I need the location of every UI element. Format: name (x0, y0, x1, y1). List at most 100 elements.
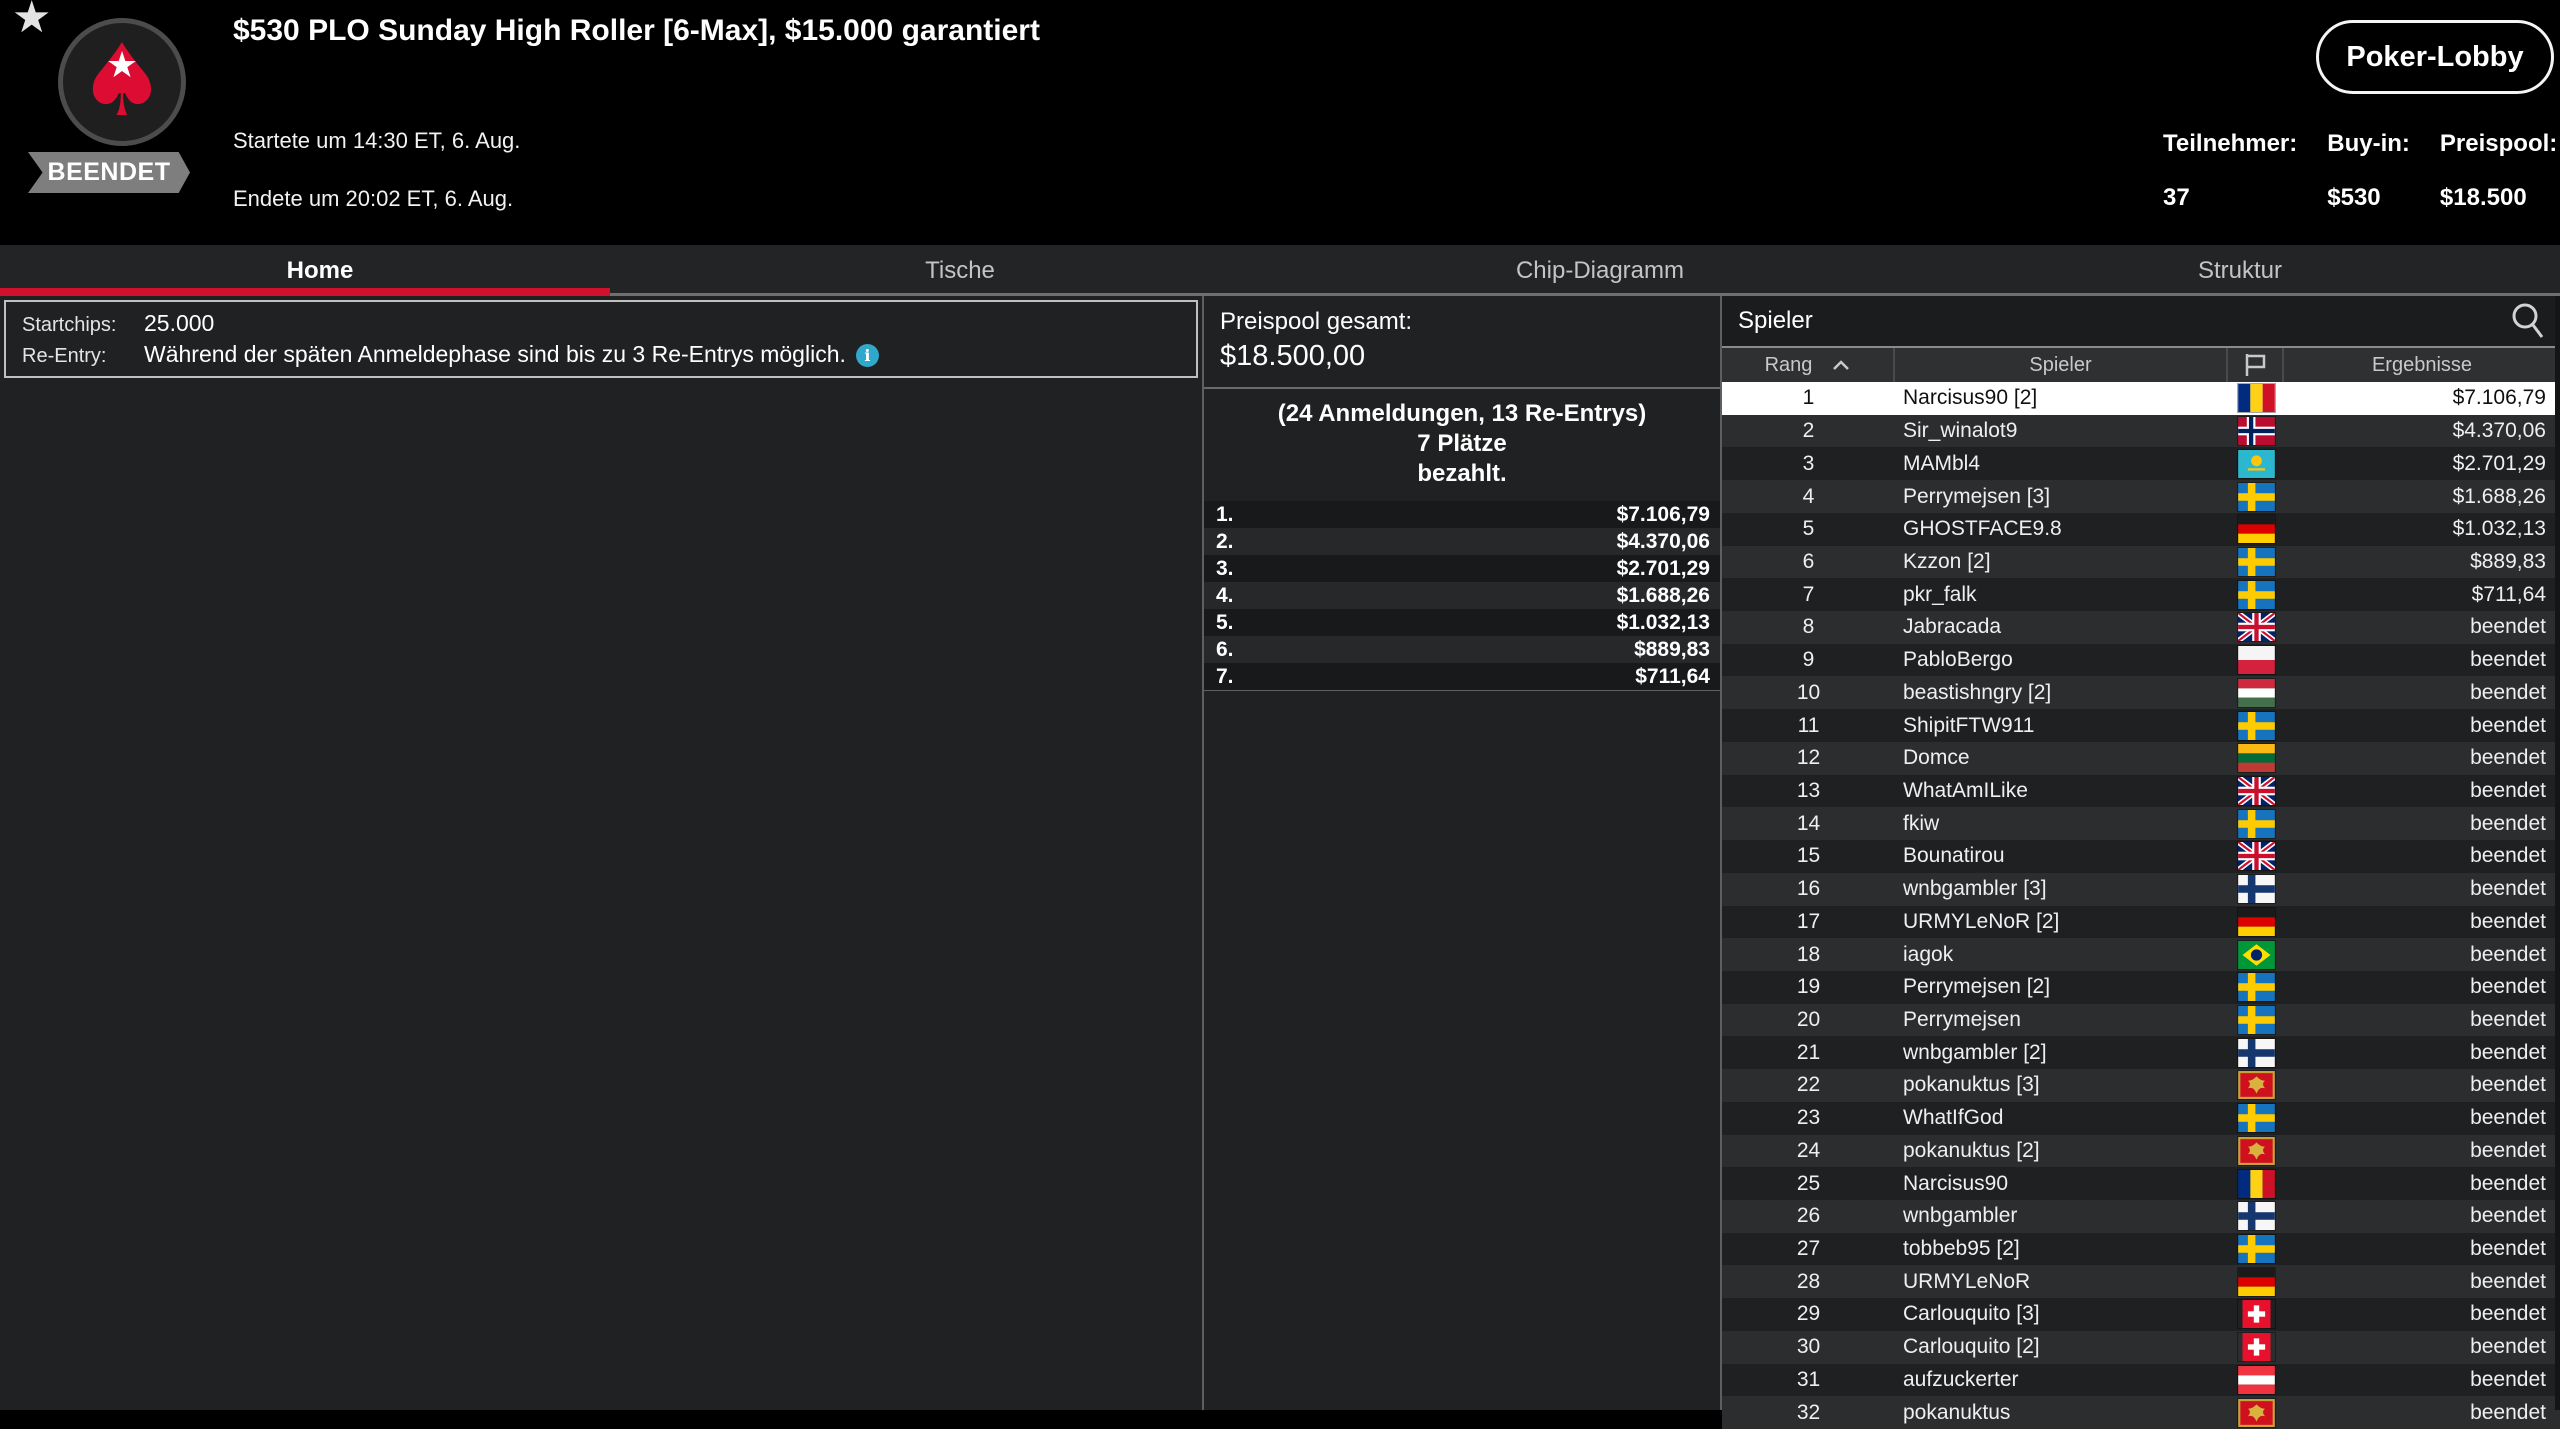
column-header-flag[interactable] (2228, 348, 2284, 382)
payout-amount: $1.032,13 (1616, 610, 1710, 634)
player-rank: 1 (1802, 386, 1815, 410)
player-rank: 23 (1796, 1106, 1821, 1130)
player-result: beendet (2470, 778, 2546, 802)
player-row[interactable]: 6 Kzzon [2] $889,83 (1722, 545, 2560, 579)
payout-place: 2. (1216, 529, 1234, 553)
player-row[interactable]: 32 pokanuktus beendet (1722, 1396, 2560, 1429)
flag-me-icon (2237, 1071, 2275, 1100)
info-icon[interactable]: i (855, 344, 879, 368)
payout-row: 2. $4.370,06 (1204, 528, 1720, 555)
player-row[interactable]: 18 iagok beendet (1722, 938, 2560, 971)
player-row[interactable]: 7 pkr_falk $711,64 (1722, 578, 2560, 612)
player-name: Narcisus90 (1903, 1171, 2009, 1195)
player-row[interactable]: 12 Domce beendet (1722, 741, 2560, 775)
player-row[interactable]: 24 pokanuktus [2] beendet (1722, 1134, 2560, 1168)
player-row[interactable]: 9 PabloBergo beendet (1722, 643, 2560, 677)
tab-struktur[interactable]: Struktur (2197, 256, 2283, 284)
player-flag (2228, 482, 2284, 511)
player-row[interactable]: 30 Carlouquito [2] beendet (1722, 1330, 2560, 1364)
player-row[interactable]: 31 aufzuckerter beendet (1722, 1363, 2560, 1397)
stat-value: 37 (2163, 184, 2190, 211)
flag-fi-icon (2237, 1202, 2275, 1231)
payout-place: 1. (1216, 502, 1234, 526)
tournament-info-box: Startchips: 25.000 Re-Entry: Während der … (4, 300, 1198, 378)
player-result: beendet (2470, 1204, 2546, 1228)
payout-place: 6. (1216, 637, 1234, 661)
tournament-stats: Teilnehmer: 37 Buy-in: $530 Preispool: $18… (2163, 130, 2557, 212)
player-row[interactable]: 3 MAMbl4 $2.701,29 (1722, 447, 2560, 481)
player-name: ShipitFTW911 (1903, 713, 2035, 737)
player-rank: 8 (1802, 615, 1815, 639)
flag-se-icon (2237, 973, 2275, 1002)
payout-row: 1. $7.106,79 (1204, 501, 1720, 528)
tab-chipdiagramm[interactable]: Chip-Diagramm (1515, 256, 1685, 284)
tab-home[interactable]: Home (0, 245, 640, 296)
player-name: pokanuktus [2] (1903, 1138, 2040, 1162)
player-row[interactable]: 16 wnbgambler [3] beendet (1722, 872, 2560, 906)
player-name: WhatAmILike (1903, 778, 2028, 802)
player-rank: 16 (1796, 877, 1821, 901)
favorite-star-icon[interactable]: ★ (12, 0, 52, 42)
player-name: Bounatirou (1903, 844, 2005, 868)
player-result: $7.106,79 (2452, 386, 2546, 410)
player-row[interactable]: 8 Jabracada beendet (1722, 611, 2560, 644)
player-row[interactable]: 21 wnbgambler [2] beendet (1722, 1036, 2560, 1070)
player-row[interactable]: 5 GHOSTFACE9.8 $1.032,13 (1722, 512, 2560, 546)
player-row[interactable]: 23 WhatIfGod beendet (1722, 1101, 2560, 1135)
player-row[interactable]: 27 tobbeb95 [2] beendet (1722, 1232, 2560, 1266)
player-row[interactable]: 13 WhatAmILike beendet (1722, 774, 2560, 808)
player-row[interactable]: 22 pokanuktus [3] beendet (1722, 1069, 2560, 1102)
player-flag (2228, 1333, 2284, 1362)
player-row[interactable]: 28 URMYLeNoR beendet (1722, 1265, 2560, 1299)
poker-lobby-button[interactable]: Poker-Lobby (2316, 20, 2554, 94)
player-row[interactable]: 29 Carlouquito [3] beendet (1722, 1298, 2560, 1331)
player-row[interactable]: 14 fkiw beendet (1722, 807, 2560, 841)
player-flag (2228, 1169, 2284, 1198)
stat-preispool: Preispool: $18.500 (2440, 130, 2557, 212)
player-rank: 15 (1796, 844, 1821, 868)
player-flag (2228, 646, 2284, 675)
player-row[interactable]: 19 Perrymejsen [2] beendet (1722, 970, 2560, 1004)
flag-gb-icon (2237, 776, 2275, 805)
player-result: $711,64 (2471, 582, 2546, 606)
player-row[interactable]: 17 URMYLeNoR [2] beendet (1722, 905, 2560, 939)
player-name: Sir_winalot9 (1903, 419, 2018, 443)
player-row[interactable]: 2 Sir_winalot9 $4.370,06 (1722, 414, 2560, 448)
flag-gb-icon (2237, 842, 2275, 871)
spade-star-icon: ★ (105, 44, 139, 85)
search-icon[interactable] (2508, 301, 2548, 341)
player-rank: 14 (1796, 811, 1821, 835)
player-row[interactable]: 4 Perrymejsen [3] $1.688,26 (1722, 480, 2560, 513)
payout-amount: $889,83 (1634, 637, 1710, 661)
player-row[interactable]: 20 Perrymejsen beendet (1722, 1003, 2560, 1037)
player-row[interactable]: 1 Narcisus90 [2] $7.106,79 (1722, 382, 2560, 415)
player-row[interactable]: 25 Narcisus90 beendet (1722, 1167, 2560, 1200)
player-rank: 19 (1796, 975, 1821, 999)
flag-gb-icon (2237, 613, 2275, 642)
prize-panel: Preispool gesamt: $18.500,00 (24 Anmeldu… (1204, 296, 1722, 1410)
payout-list: 1. $7.106,79 2. $4.370,06 3. $2.701,29 4. $… (1204, 501, 1720, 691)
end-time: Endete um 20:02 ET, 6. Aug. (233, 186, 514, 211)
player-row[interactable]: 15 Bounatirou beendet (1722, 840, 2560, 873)
column-header-results[interactable]: Ergebnisse (2284, 348, 2560, 382)
player-row[interactable]: 26 wnbgambler beendet (1722, 1199, 2560, 1233)
player-row[interactable]: 11 ShipitFTW911 beendet (1722, 709, 2560, 742)
vertical-scrollbar[interactable] (2555, 296, 2560, 1410)
flag-se-icon (2237, 1006, 2275, 1035)
flag-br-icon (2237, 940, 2275, 969)
column-header-rank[interactable]: Rang (1722, 348, 1895, 382)
info-value: Während der späten Anmeldephase sind bis… (144, 341, 879, 368)
player-rank: 17 (1796, 909, 1821, 933)
player-row[interactable]: 10 beastishngry [2] beendet (1722, 676, 2560, 710)
player-flag (2228, 973, 2284, 1002)
player-name: wnbgambler [2] (1903, 1040, 2047, 1064)
player-rank: 9 (1802, 648, 1815, 672)
player-result: beendet (2470, 1335, 2546, 1359)
column-header-player[interactable]: Spieler (1895, 348, 2228, 382)
tabs: Home Tische Chip-Diagramm Struktur (0, 245, 2560, 296)
player-flag (2228, 842, 2284, 871)
registrations-block: (24 Anmeldungen, 13 Re-Entrys) 7 Plätze … (1204, 389, 1720, 501)
player-result: $1.688,26 (2452, 484, 2546, 508)
tab-tische[interactable]: Tische (925, 256, 995, 284)
player-name: beastishngry [2] (1903, 680, 2052, 704)
